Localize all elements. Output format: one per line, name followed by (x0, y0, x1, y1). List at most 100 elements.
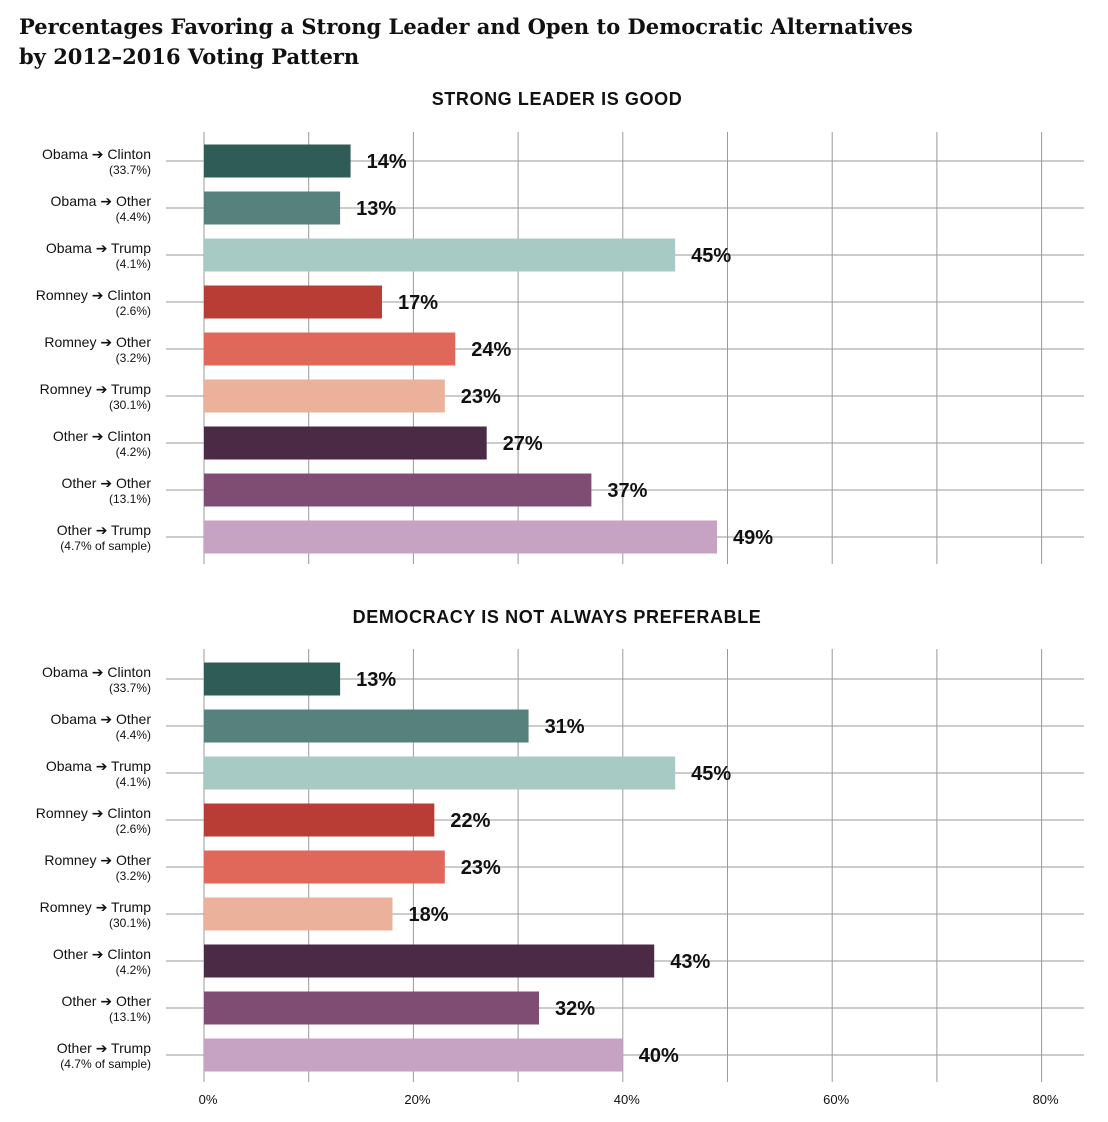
arrow-icon: ➔ (92, 805, 104, 821)
bar-value-label: 23% (461, 386, 501, 408)
category-to: Other (112, 993, 151, 1009)
bar (204, 520, 718, 554)
arrow-icon: ➔ (100, 334, 112, 350)
category-from: Romney (36, 287, 92, 303)
arrow-icon: ➔ (96, 1040, 108, 1056)
category-share-label: (13.1%) (109, 1010, 151, 1024)
category-from: Obama (46, 758, 96, 774)
arrow-icon: ➔ (96, 522, 108, 538)
category-share-label: (3.2%) (116, 869, 151, 883)
category-from: Other (53, 946, 92, 962)
x-tick-label: 20% (404, 1092, 430, 1107)
category-share-label: (13.1%) (109, 492, 151, 506)
category-to: Other (112, 193, 151, 209)
x-tick-label: 80% (1033, 1092, 1059, 1107)
category-label: Other ➔ Clinton (53, 428, 151, 444)
category-label: Other ➔ Trump (57, 522, 151, 538)
bar (204, 850, 445, 884)
category-to: Trump (107, 899, 151, 915)
arrow-icon: ➔ (92, 664, 104, 680)
arrow-icon: ➔ (92, 428, 104, 444)
category-from: Romney (40, 899, 96, 915)
bar-value-label: 45% (691, 763, 731, 785)
chart-title-line-2: by 2012–2016 Voting Pattern (19, 44, 360, 69)
category-to: Trump (107, 522, 151, 538)
category-label: Obama ➔ Trump (46, 240, 151, 256)
category-to: Other (112, 475, 151, 491)
category-label: Obama ➔ Clinton (42, 146, 151, 162)
category-label: Obama ➔ Other (51, 193, 152, 209)
arrow-icon: ➔ (96, 758, 108, 774)
category-to: Trump (107, 758, 151, 774)
category-label: Obama ➔ Clinton (42, 664, 151, 680)
category-from: Obama (42, 146, 92, 162)
bar-value-label: 40% (639, 1045, 679, 1067)
category-label: Other ➔ Other (61, 993, 151, 1009)
bar-value-label: 31% (545, 716, 585, 738)
category-from: Obama (51, 193, 101, 209)
category-share-label: (4.7% of sample) (60, 539, 151, 553)
category-to: Clinton (104, 664, 151, 680)
arrow-icon: ➔ (96, 240, 108, 256)
bar (204, 285, 382, 319)
arrow-icon: ➔ (92, 946, 104, 962)
category-share-label: (30.1%) (109, 398, 151, 412)
arrow-icon: ➔ (100, 852, 112, 868)
bar (204, 1038, 623, 1072)
category-from: Other (61, 475, 100, 491)
category-label: Obama ➔ Trump (46, 758, 151, 774)
bar (204, 756, 676, 790)
category-share-label: (33.7%) (109, 163, 151, 177)
category-label: Other ➔ Clinton (53, 946, 151, 962)
category-share-label: (30.1%) (109, 916, 151, 930)
category-share-label: (4.2%) (116, 963, 151, 977)
category-from: Romney (40, 381, 96, 397)
bar-value-label: 37% (607, 480, 647, 502)
panel-2: DEMOCRACY IS NOT ALWAYS PREFERABLE Obama … (36, 607, 1084, 1107)
category-to: Other (112, 852, 151, 868)
bar (204, 803, 435, 837)
bar (204, 991, 540, 1025)
category-from: Obama (46, 240, 96, 256)
category-to: Trump (107, 240, 151, 256)
bar-value-label: 14% (367, 151, 407, 173)
category-label: Romney ➔ Other (44, 852, 151, 868)
category-share-label: (2.6%) (116, 822, 151, 836)
category-share-label: (4.1%) (116, 775, 151, 789)
arrow-icon: ➔ (100, 993, 112, 1009)
category-to: Clinton (104, 146, 151, 162)
bar-value-label: 23% (461, 857, 501, 879)
category-from: Other (61, 993, 100, 1009)
category-from: Romney (36, 805, 92, 821)
bar (204, 426, 487, 460)
bar-value-label: 32% (555, 998, 595, 1020)
bar-value-label: 49% (733, 527, 773, 549)
category-from: Obama (42, 664, 92, 680)
category-label: Romney ➔ Other (44, 334, 151, 350)
category-to: Clinton (104, 946, 151, 962)
category-label: Romney ➔ Clinton (36, 287, 151, 303)
category-share-label: (33.7%) (109, 681, 151, 695)
chart-title-line-1: Percentages Favoring a Strong Leader and… (19, 14, 913, 39)
arrow-icon: ➔ (96, 899, 108, 915)
category-to: Trump (107, 1040, 151, 1056)
x-tick-label: 60% (823, 1092, 849, 1107)
category-to: Clinton (104, 805, 151, 821)
bar (204, 379, 445, 413)
category-from: Other (57, 1040, 96, 1056)
category-to: Clinton (104, 287, 151, 303)
arrow-icon: ➔ (92, 287, 104, 303)
category-share-label: (2.6%) (116, 304, 151, 318)
category-label: Other ➔ Trump (57, 1040, 151, 1056)
chart-title: Percentages Favoring a Strong Leader and… (19, 12, 1019, 72)
arrow-icon: ➔ (100, 475, 112, 491)
category-share-label: (4.2%) (116, 445, 151, 459)
bar (204, 191, 341, 225)
category-to: Other (112, 711, 151, 727)
panel-title: STRONG LEADER IS GOOD (432, 89, 683, 109)
x-tick-label: 40% (614, 1092, 640, 1107)
bar-value-label: 43% (670, 951, 710, 973)
arrow-icon: ➔ (96, 381, 108, 397)
bar-value-label: 24% (471, 339, 511, 361)
